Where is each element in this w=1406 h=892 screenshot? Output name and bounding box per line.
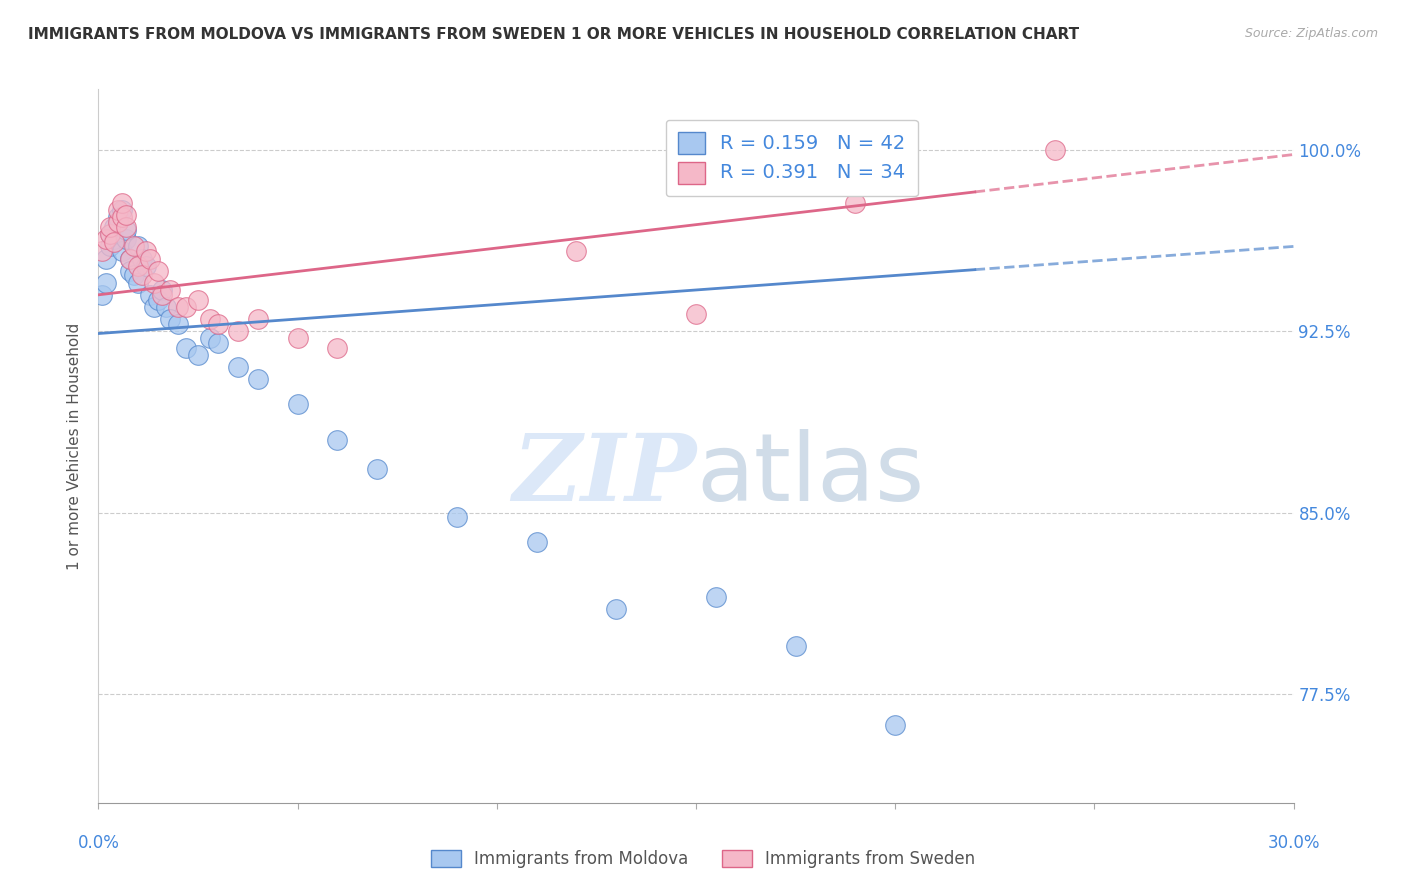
Point [287, 397, 309, 411]
Point [685, 307, 707, 321]
Text: IMMIGRANTS FROM MOLDOVA VS IMMIGRANTS FROM SWEDEN 1 OR MORE VEHICLES IN HOUSEHOL: IMMIGRANTS FROM MOLDOVA VS IMMIGRANTS FR… [28, 27, 1080, 42]
Point [111, 244, 134, 259]
Point [207, 336, 229, 351]
Point [207, 317, 229, 331]
Point [115, 222, 138, 236]
Point [107, 215, 129, 229]
Point [884, 718, 907, 732]
Point [124, 268, 146, 283]
Point [174, 341, 197, 355]
Point [100, 239, 122, 253]
Point [150, 283, 173, 297]
Point [287, 331, 309, 345]
Point [111, 203, 134, 218]
Point [127, 276, 149, 290]
Point [704, 590, 727, 604]
Point [103, 220, 125, 235]
Point [107, 215, 129, 229]
Point [96, 252, 118, 266]
Point [139, 288, 162, 302]
Point [446, 510, 468, 524]
Y-axis label: 1 or more Vehicles in Household: 1 or more Vehicles in Household [67, 322, 83, 570]
Point [366, 462, 388, 476]
Point [127, 259, 149, 273]
Point [107, 203, 129, 218]
Point [174, 300, 197, 314]
Text: atlas: atlas [696, 428, 924, 521]
Legend: Immigrants from Moldova, Immigrants from Sweden: Immigrants from Moldova, Immigrants from… [425, 843, 981, 875]
Point [155, 300, 177, 314]
Point [115, 220, 138, 235]
Point [100, 220, 122, 235]
Point [167, 317, 190, 331]
Point [120, 263, 142, 277]
Point [96, 276, 118, 290]
Point [605, 602, 627, 616]
Point [111, 195, 134, 210]
Point [143, 300, 166, 314]
Point [143, 276, 166, 290]
Point [246, 372, 269, 386]
Point [1043, 143, 1066, 157]
Point [100, 227, 122, 242]
Point [226, 324, 249, 338]
Point [127, 239, 149, 253]
Point [135, 244, 157, 259]
Point [131, 252, 153, 266]
Point [120, 252, 142, 266]
Point [135, 259, 157, 273]
Point [103, 232, 125, 246]
Point [148, 293, 170, 307]
Legend: R = 0.159   N = 42, R = 0.391   N = 34: R = 0.159 N = 42, R = 0.391 N = 34 [665, 120, 918, 196]
Point [159, 283, 181, 297]
Point [526, 534, 548, 549]
Point [91, 244, 114, 259]
Text: ZIP: ZIP [512, 430, 696, 519]
Point [565, 244, 588, 259]
Point [187, 348, 209, 362]
Point [198, 331, 221, 345]
Point [326, 341, 349, 355]
Point [326, 433, 349, 447]
Point [139, 252, 162, 266]
Point [103, 235, 125, 249]
Text: 30.0%: 30.0% [1267, 834, 1320, 852]
Point [131, 268, 153, 283]
Point [107, 211, 129, 225]
Point [111, 211, 134, 225]
Point [96, 232, 118, 246]
Point [159, 312, 181, 326]
Point [198, 312, 221, 326]
Point [115, 232, 138, 246]
Point [115, 208, 138, 222]
Point [91, 288, 114, 302]
Point [167, 300, 190, 314]
Point [124, 239, 146, 253]
Point [120, 252, 142, 266]
Point [100, 227, 122, 242]
Point [226, 360, 249, 375]
Text: Source: ZipAtlas.com: Source: ZipAtlas.com [1244, 27, 1378, 40]
Text: 0.0%: 0.0% [77, 834, 120, 852]
Point [187, 293, 209, 307]
Point [785, 639, 807, 653]
Point [148, 263, 170, 277]
Point [150, 288, 173, 302]
Point [844, 195, 866, 210]
Point [246, 312, 269, 326]
